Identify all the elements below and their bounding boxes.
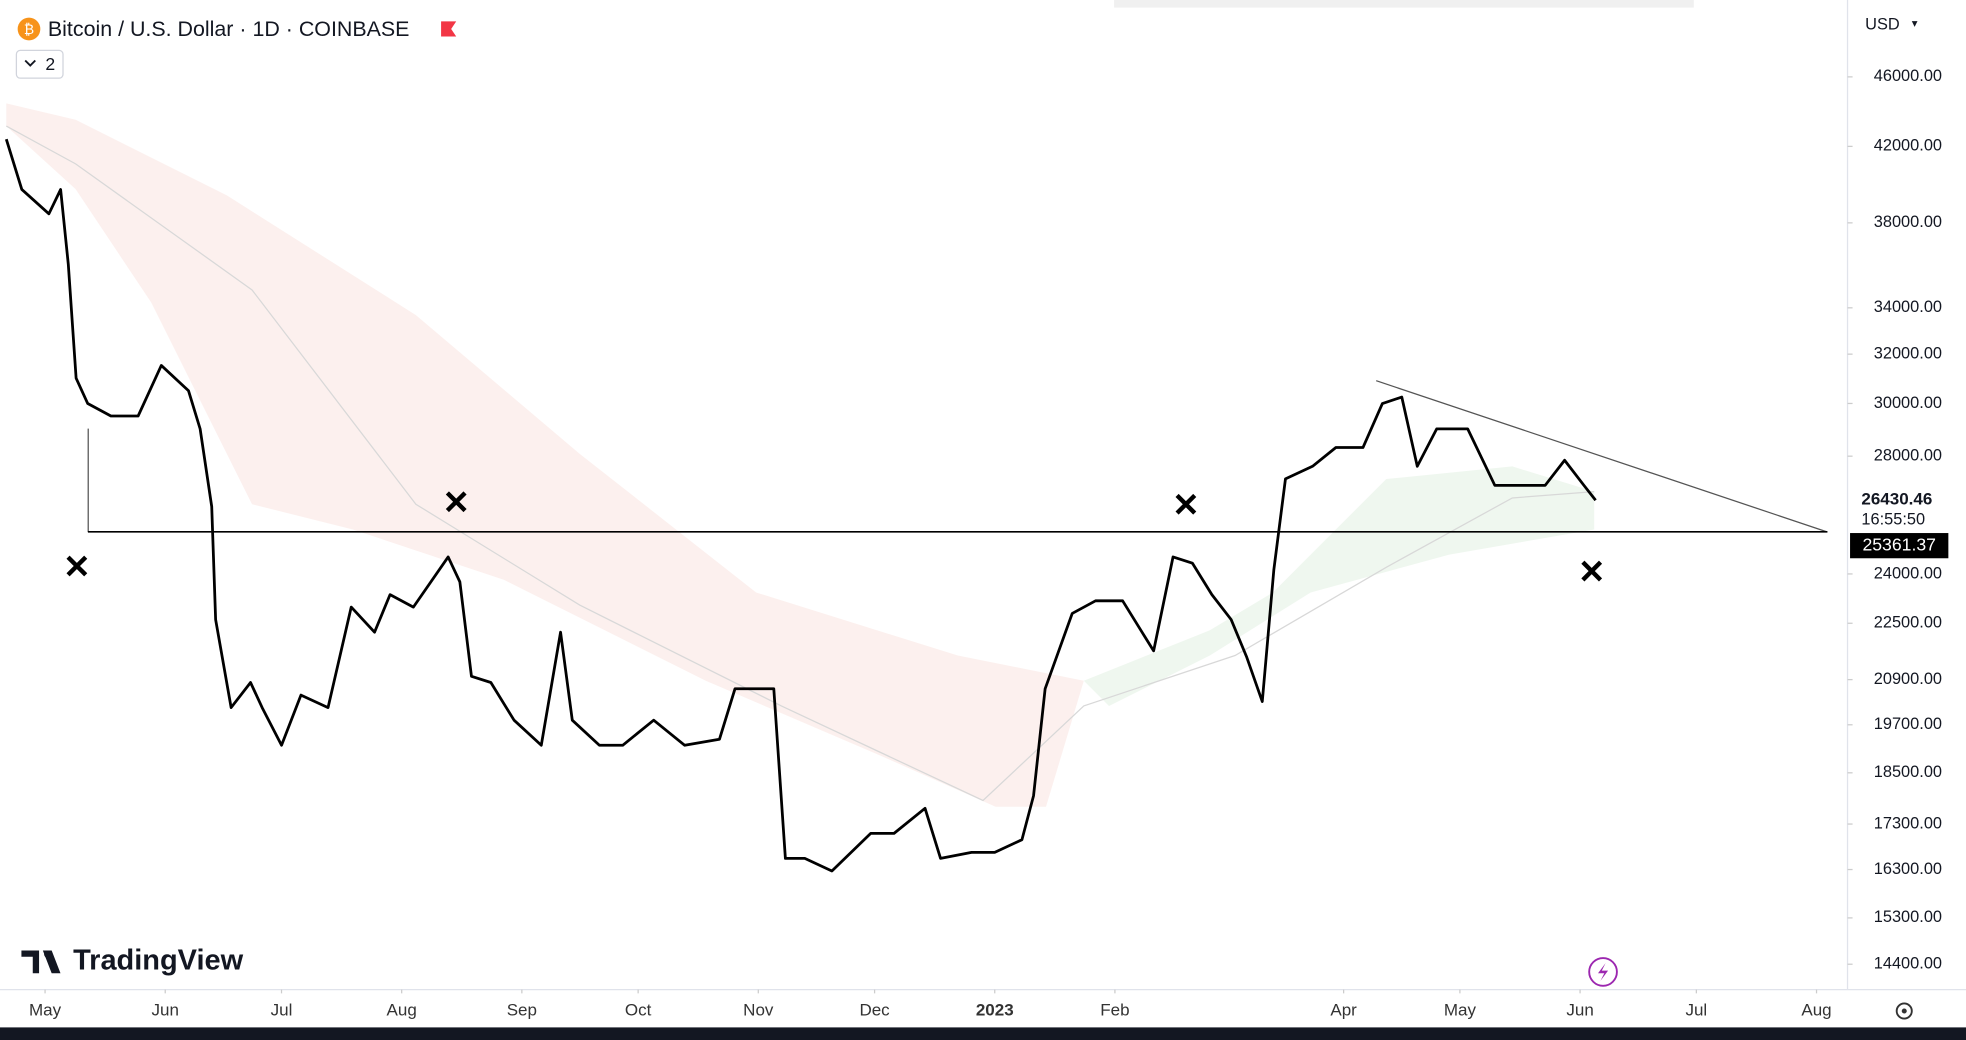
y-tick-label: 17300.00	[1874, 814, 1942, 832]
y-tick-label: 15300.00	[1874, 908, 1942, 926]
y-tick-label: 46000.00	[1874, 67, 1942, 85]
indicators-count: 2	[45, 54, 55, 74]
y-tick-label: 14400.00	[1874, 955, 1942, 973]
y-tick-label: 20900.00	[1874, 670, 1942, 688]
x-tick-label: Nov	[743, 1001, 774, 1020]
price-line	[4, 138, 1597, 873]
countdown: 16:55:50	[1861, 511, 1925, 529]
moving-average	[5, 125, 1595, 802]
x-tick-label: 2023	[976, 1001, 1014, 1020]
currency-caret: ▾	[1912, 18, 1918, 30]
x-tick-label: Jun	[152, 1001, 179, 1020]
alert-icon[interactable]	[1588, 957, 1618, 987]
y-tick-label: 34000.00	[1874, 298, 1942, 316]
x-tick-label: Aug	[1801, 1001, 1831, 1020]
y-tick-label: 28000.00	[1874, 446, 1942, 464]
brand: TradingView	[73, 944, 244, 976]
symbol-title: Bitcoin / U.S. Dollar · 1D · COINBASE	[48, 17, 410, 41]
chevron	[24, 59, 36, 67]
currency[interactable]: USD	[1865, 16, 1900, 34]
y-tick-label: 19700.00	[1874, 715, 1942, 733]
flag	[441, 21, 457, 37]
tv-logo-dot	[44, 950, 52, 959]
x-tick-label: Jul	[271, 1001, 293, 1020]
level-label: 25361.37	[1862, 534, 1936, 554]
ma-cloud-bull	[1083, 466, 1595, 706]
btc-icon	[17, 17, 41, 41]
x-tick-label: Dec	[859, 1001, 890, 1020]
trendline	[1375, 380, 1828, 533]
settings-icon-core	[1901, 1008, 1907, 1014]
bottom-bar	[0, 1027, 1966, 1040]
y-tick-label: 30000.00	[1874, 394, 1942, 412]
btc-icon-glyph: ₿	[24, 21, 34, 37]
x-tick-label: Jul	[1685, 1001, 1707, 1020]
x-tick-label: Apr	[1330, 1001, 1357, 1020]
x-markers	[66, 491, 1603, 582]
last-price: 26430.46	[1861, 490, 1932, 509]
x-tick-label: Jun	[1566, 1001, 1593, 1020]
settings-icon[interactable]	[1895, 1002, 1913, 1020]
x-tick-label: Sep	[507, 1001, 537, 1020]
indicators-toggle[interactable]	[15, 49, 64, 79]
ma-cloud-bear	[6, 103, 1084, 807]
level-tag	[1850, 533, 1949, 559]
y-tick-label: 16300.00	[1874, 860, 1942, 878]
y-tick-label: 42000.00	[1874, 137, 1942, 155]
toolbar-shadow	[1114, 0, 1694, 8]
tv-logo	[21, 950, 61, 974]
x-tick-label: Feb	[1100, 1001, 1129, 1020]
x-tick-label: May	[29, 1001, 62, 1020]
x-tick-label: Oct	[625, 1001, 652, 1020]
y-tick-label: 38000.00	[1874, 213, 1942, 231]
y-tick-label: 32000.00	[1874, 344, 1942, 362]
y-tick-label: 22500.00	[1874, 614, 1942, 632]
x-tick-label: Aug	[387, 1001, 417, 1020]
y-tick-label: 18500.00	[1874, 763, 1942, 781]
y-tick-label: 24000.00	[1874, 564, 1942, 582]
alert-bolt	[1598, 963, 1609, 981]
x-tick-label: May	[1444, 1001, 1477, 1020]
